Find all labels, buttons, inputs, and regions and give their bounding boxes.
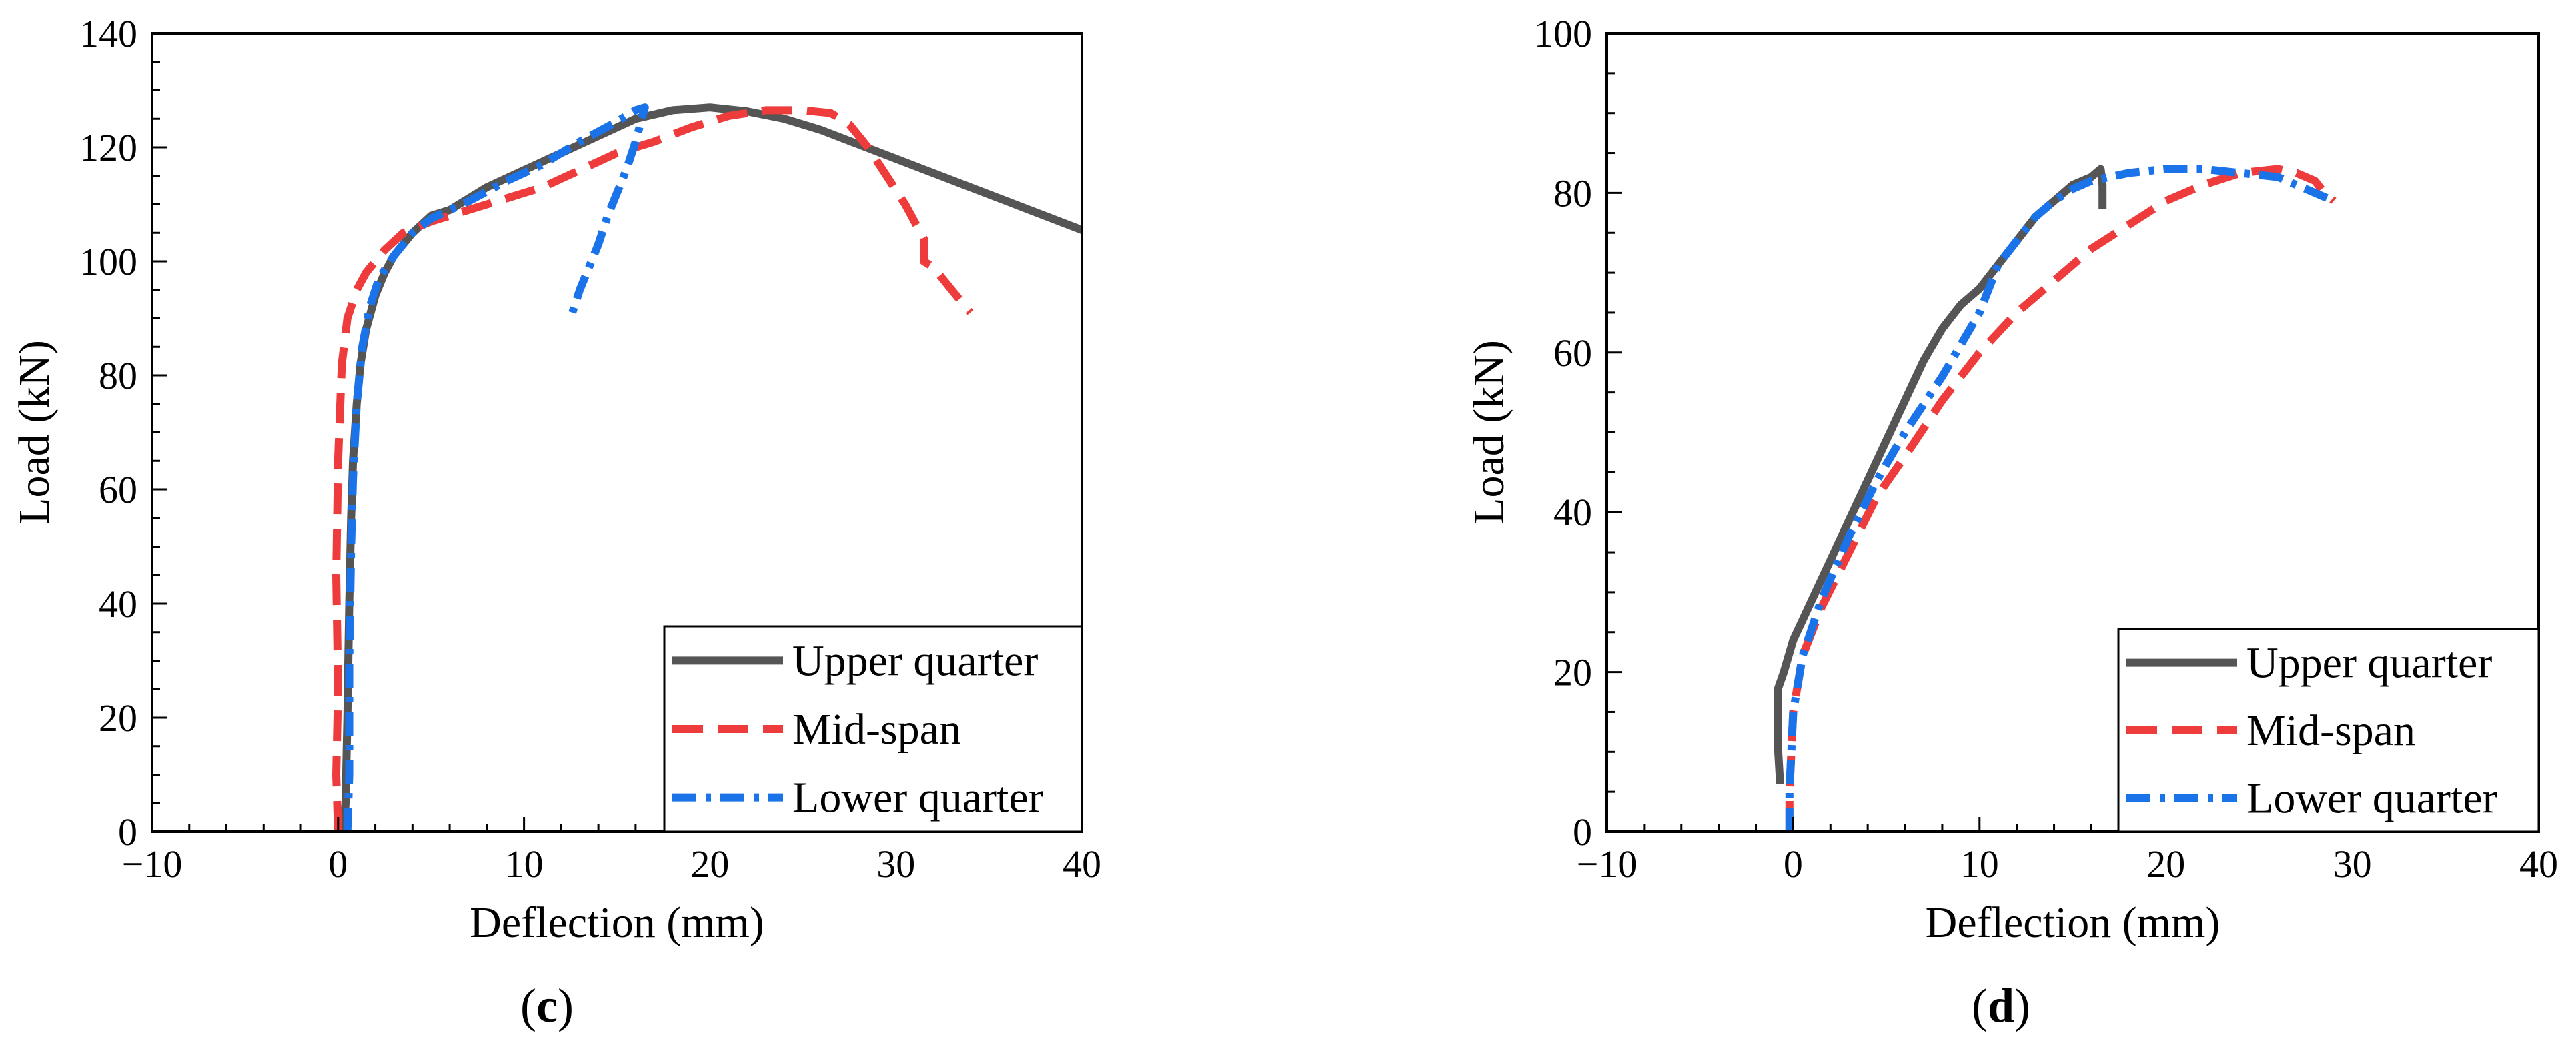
chart-panel-c: −10 0 10 20 30 40020406080100120140Deflection…: [10, 12, 1101, 1032]
legend-label: Upper quarter: [792, 636, 1038, 685]
legend: Upper quarter Mid-span Lower quarter: [2117, 628, 2540, 833]
legend-label: Lower quarter: [792, 774, 1043, 822]
legend-label: Upper quarter: [2246, 639, 2492, 688]
x-tick-label: 10: [1960, 842, 1999, 886]
legend: Upper quarter Mid-span Lower quarter: [663, 625, 1083, 833]
y-tick-label: 140: [79, 12, 137, 55]
x-axis-title: Deflection (mm): [470, 898, 764, 947]
x-tick-label: −10: [1577, 842, 1638, 886]
y-axis-title: Load (kN): [1465, 340, 1513, 525]
y-tick-label: 20: [99, 696, 137, 740]
y-tick-label: 80: [99, 354, 137, 397]
x-tick-label: 40: [2519, 842, 2558, 886]
series-line-mid-span: [332, 106, 974, 832]
y-tick-label: 0: [118, 810, 137, 854]
series-line-upper-quarter: [340, 103, 1084, 832]
y-tick-label: 100: [79, 240, 137, 283]
x-tick-label: 0: [328, 842, 348, 886]
y-tick-label: 60: [99, 468, 137, 511]
series-line-lower-quarter: [1785, 165, 2336, 832]
y-tick-label: 100: [1534, 12, 1592, 55]
legend-label: Mid-span: [792, 705, 961, 754]
x-tick-label: 40: [1063, 842, 1101, 886]
x-tick-label: −10: [122, 842, 183, 886]
legend-label: Lower quarter: [2246, 774, 2497, 822]
y-tick-label: 40: [99, 582, 137, 626]
y-axis-title: Load (kN): [10, 340, 59, 525]
x-tick-label: 30: [2333, 842, 2372, 886]
y-tick-label: 80: [1553, 171, 1592, 215]
x-tick-label: 0: [1784, 842, 1803, 886]
panel-caption: (c): [520, 979, 574, 1032]
y-tick-label: 20: [1553, 651, 1592, 694]
series-line-upper-quarter: [1774, 165, 2107, 784]
series-line-lower-quarter: [343, 103, 649, 832]
panel-caption: (d): [1972, 979, 2030, 1032]
x-tick-label: 20: [2146, 842, 2185, 886]
y-tick-label: 40: [1553, 491, 1592, 534]
x-tick-label: 20: [690, 842, 729, 886]
x-tick-label: 10: [505, 842, 544, 886]
x-tick-label: 30: [876, 842, 915, 886]
x-axis-title: Deflection (mm): [1926, 898, 2220, 947]
y-tick-label: 60: [1553, 331, 1592, 375]
legend-label: Mid-span: [2246, 706, 2415, 755]
y-tick-label: 120: [79, 126, 137, 169]
y-tick-label: 0: [1573, 810, 1592, 854]
